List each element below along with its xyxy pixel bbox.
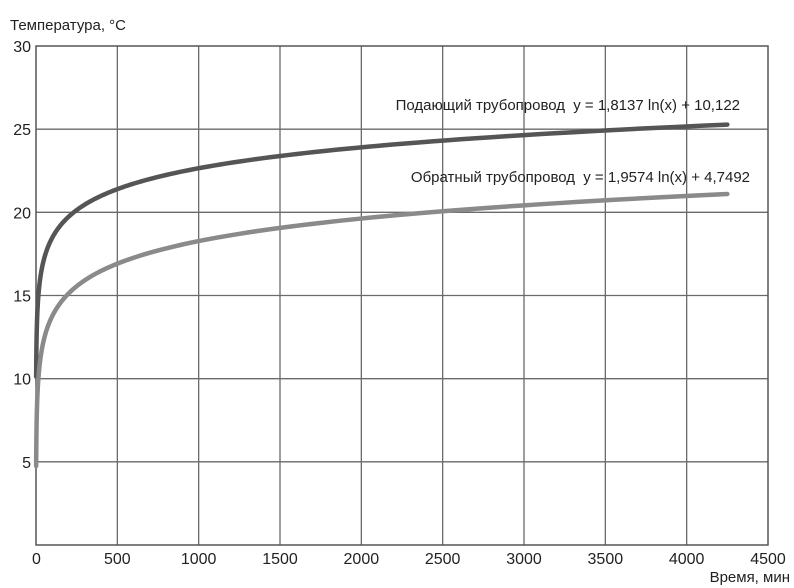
y-tick-label: 30 (13, 39, 31, 56)
series-name-return: Обратный трубопровод (411, 169, 575, 186)
x-axis-label: Время, мин (710, 569, 790, 586)
y-tick-label: 10 (13, 372, 31, 389)
series-equation-return: y = 1,9574 ln(x) + 4,7492 (583, 169, 750, 186)
x-tick-label: 1500 (262, 551, 298, 568)
x-tick-label: 4500 (750, 551, 786, 568)
x-tick-label: 1000 (181, 551, 217, 568)
grid (36, 46, 768, 545)
plot-frame (35, 45, 769, 546)
x-tick-label: 0 (32, 551, 41, 568)
x-tick-label: 500 (104, 551, 131, 568)
x-tick-label: 3000 (506, 551, 542, 568)
x-tick-label: 3500 (588, 551, 624, 568)
y-tick-label: 5 (22, 455, 31, 472)
x-tick-label: 4000 (669, 551, 705, 568)
series-line-supply (33, 122, 730, 379)
series-layer (33, 122, 730, 469)
y-axis-label: Температура, °C (10, 17, 126, 34)
y-tick-label: 15 (13, 289, 31, 306)
tick-labels: 0 500 1000 1500 2000 2500 3000 3500 4000 4500 5 10 1… (13, 39, 786, 568)
series-label-supply: Подающий трубопровод y = 1,8137 ln(x) + … (396, 97, 740, 114)
series-name-supply: Подающий трубопровод (396, 97, 566, 114)
y-tick-label: 20 (13, 205, 31, 222)
series-equation-supply: y = 1,8137 ln(x) + 10,122 (573, 97, 740, 114)
x-tick-label: 2000 (344, 551, 380, 568)
series-label-return: Обратный трубопровод y = 1,9574 ln(x) + … (411, 169, 750, 186)
y-tick-label: 25 (13, 122, 31, 139)
series-line-return (33, 191, 730, 469)
x-tick-label: 2500 (425, 551, 461, 568)
